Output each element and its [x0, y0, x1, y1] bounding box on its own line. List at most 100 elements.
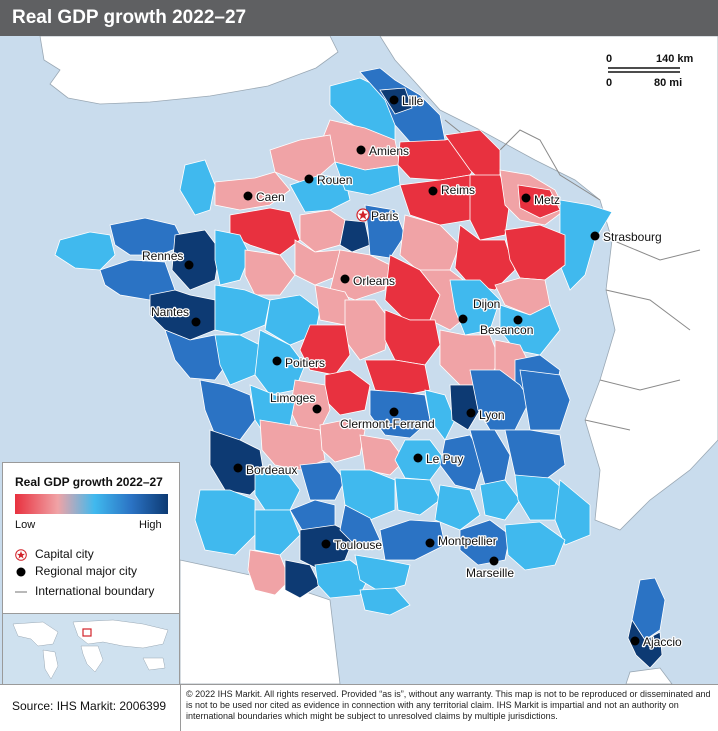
source-text: Source: IHS Markit: 2006399: [12, 699, 167, 713]
city-label-dijon: Dijon: [473, 297, 500, 311]
region-pyrenees-atlantiques: [247, 549, 291, 596]
city-amiens: Amiens: [356, 143, 410, 159]
region-gers: [254, 509, 301, 556]
city-bordeaux: Bordeaux: [233, 462, 299, 478]
city-label-lille: Lille: [402, 94, 424, 108]
city-clermont-ferrand: Clermont-Ferrand: [339, 407, 436, 432]
region-eure: [289, 174, 351, 213]
region-hautes-pyrenees: [284, 559, 321, 599]
city-label-ajaccio: Ajaccio: [643, 635, 682, 649]
map-area: 0 140 km 0 80 mi Lille Amiens Rouen: [0, 36, 718, 684]
region-limoges: [289, 379, 331, 431]
sardinia-landmass: [625, 667, 673, 684]
city-label-strasbourg: Strasbourg: [603, 230, 662, 244]
city-reims: Reims: [428, 182, 476, 198]
region-correze: [319, 419, 366, 463]
region-aude: [354, 554, 411, 593]
region-finistere: [54, 231, 116, 271]
city-label-besancon: Besancon: [480, 323, 533, 337]
city-metz: Metz: [521, 192, 561, 208]
city-rouen: Rouen: [304, 172, 354, 188]
legend-gradient-bar: [15, 494, 168, 514]
city-label-toulouse: Toulouse: [334, 538, 382, 552]
scale-zero-mi: 0: [606, 77, 612, 89]
region-alsace: [559, 199, 613, 291]
footer: Source: IHS Markit: 2006399 © 2022 IHS M…: [0, 684, 718, 731]
city-rennes: Rennes: [141, 248, 194, 270]
region-hautes-alpes: [504, 429, 566, 481]
city-label-paris: Paris: [371, 209, 398, 223]
region-charente-maritime: [199, 379, 256, 441]
city-paris: Paris: [356, 208, 400, 224]
gray-line-icon: [15, 591, 27, 593]
france-regions: [54, 67, 666, 669]
region-ardeche: [439, 434, 486, 491]
region-sarthe: [244, 249, 296, 296]
city-markers: Lille Amiens Rouen Caen Reims Metz: [141, 93, 684, 651]
scale-km-label: 140 km: [656, 53, 694, 65]
region-nievre: [384, 309, 441, 366]
legend-high-label: High: [139, 519, 162, 531]
world-locator-inset: [3, 613, 179, 684]
region-metz-core: [517, 184, 561, 219]
region-corsica-south: [627, 618, 663, 669]
legend-capital-label: Capital city: [35, 547, 94, 561]
city-marseille: Marseille: [465, 556, 516, 581]
region-vosges: [504, 224, 566, 281]
city-montpellier: Montpellier: [425, 533, 498, 549]
city-label-poitiers: Poitiers: [285, 356, 325, 370]
legend-regional-city-label: Regional major city: [35, 564, 138, 578]
legend-title: Real GDP growth 2022–27: [15, 475, 163, 489]
region-lot: [299, 461, 346, 501]
region-landes: [194, 489, 256, 556]
city-label-le-puy: Le Puy: [426, 452, 463, 466]
city-poitiers: Poitiers: [272, 355, 326, 371]
region-tarn: [339, 504, 381, 546]
region-puy-de-dome: [369, 389, 431, 439]
region-deux-sevres: [214, 334, 261, 386]
region-lyon: [449, 384, 481, 431]
star-circle-icon: [15, 549, 27, 561]
region-mayenne: [214, 229, 251, 286]
city-label-amiens: Amiens: [369, 144, 409, 158]
france-map: 0 140 km 0 80 mi Lille Amiens Rouen: [39, 36, 718, 684]
copyright-text: © 2022 IHS Markit. All rights reserved. …: [186, 689, 711, 721]
region-calvados: [214, 171, 291, 211]
city-lyon: Lyon: [466, 407, 506, 423]
city-label-orleans: Orleans: [353, 274, 395, 288]
scale-zero-km: 0: [606, 53, 612, 65]
region-loire: [424, 389, 456, 441]
city-caen: Caen: [243, 189, 286, 205]
city-label-reims: Reims: [441, 183, 475, 197]
footer-divider: [180, 685, 181, 731]
region-bouches-du-rhone: [459, 519, 511, 566]
legend-low-label: Low: [15, 519, 36, 531]
city-orleans: Orleans: [340, 273, 396, 289]
region-drome: [469, 429, 511, 486]
city-strasbourg: Strasbourg: [590, 229, 663, 245]
region-creuse: [324, 369, 371, 416]
city-label-montpellier: Montpellier: [438, 534, 497, 548]
region-herault: [379, 519, 446, 561]
region-ariege: [314, 559, 371, 599]
scale-mi-label: 80 mi: [654, 77, 682, 89]
map-title: Real GDP growth 2022–27: [12, 7, 247, 28]
region-paris: [339, 219, 371, 253]
region-meuse: [469, 174, 511, 241]
region-yvelines: [299, 209, 346, 253]
city-label-bordeaux: Bordeaux: [246, 463, 297, 477]
city-besancon: Besancon: [479, 315, 535, 338]
region-ille-et-vilaine: [171, 229, 221, 291]
region-pyrenees-orientales: [359, 587, 411, 616]
title-bar: Real GDP growth 2022–27: [0, 0, 718, 36]
locator-highlight: [82, 628, 92, 637]
world-locator-map: [12, 619, 169, 680]
region-gard: [434, 484, 481, 531]
city-label-metz: Metz: [534, 193, 560, 207]
region-vaucluse: [479, 479, 521, 521]
region-savoie: [519, 369, 571, 431]
black-dot-icon: [16, 567, 26, 577]
region-lozere: [394, 477, 441, 516]
region-cantal: [359, 434, 406, 476]
city-lille: Lille: [389, 93, 425, 109]
